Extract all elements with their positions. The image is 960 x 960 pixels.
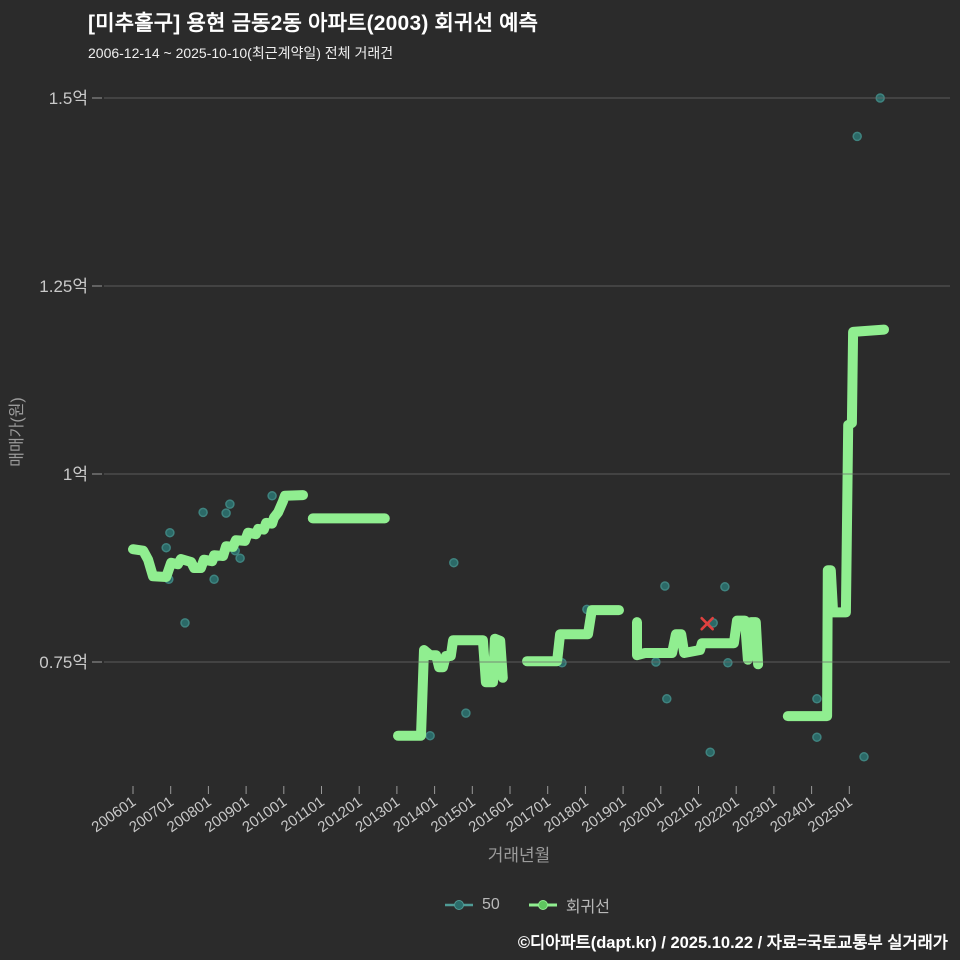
plot-area: 1.5억1.25억1억0.75억200601200701200801200901… bbox=[39, 89, 950, 836]
scatter-dot bbox=[225, 499, 235, 509]
scatter-dot bbox=[180, 618, 190, 628]
scatter-legend-marker bbox=[445, 900, 474, 910]
regression-legend-marker bbox=[528, 900, 557, 910]
regression-line bbox=[522, 605, 624, 667]
y-tick-label: 0.75억 bbox=[39, 653, 88, 672]
y-tick-label: 1.25억 bbox=[39, 277, 88, 296]
scatter-dot bbox=[859, 752, 869, 762]
scatter-dot bbox=[662, 694, 672, 704]
scatter-dot bbox=[161, 542, 171, 553]
regression-line bbox=[393, 633, 508, 741]
scatter-dot bbox=[461, 708, 471, 718]
regression-line bbox=[128, 490, 308, 582]
y-tick-label: 1억 bbox=[63, 465, 88, 484]
scatter-dot bbox=[660, 581, 670, 591]
scatter-dot bbox=[812, 694, 822, 704]
scatter-dot bbox=[812, 732, 822, 742]
legend: 50 회귀선 bbox=[94, 893, 960, 917]
chart-subtitle: 2006-12-14 ~ 2025-10-10(최근계약일) 전체 거래건 bbox=[88, 45, 394, 61]
scatter-dot bbox=[852, 131, 862, 142]
legend-label-regression: 회귀선 bbox=[565, 899, 610, 916]
y-tick-label: 1.5억 bbox=[49, 89, 88, 108]
scatter-dot bbox=[705, 747, 715, 757]
scatter-dot bbox=[449, 557, 459, 568]
scatter-dot bbox=[425, 730, 435, 741]
cancelled-x-icon bbox=[700, 616, 714, 631]
scatter-dot bbox=[723, 658, 733, 668]
scatter-dot bbox=[165, 527, 175, 538]
regression-line bbox=[782, 324, 889, 722]
regression-line bbox=[632, 615, 764, 670]
scatter-dot bbox=[235, 553, 245, 563]
credit-text: ©디아파트(dapt.kr) / 2025.10.22 / 자료=국토교통부 실… bbox=[517, 934, 948, 952]
legend-item-regression[interactable]: 회귀선 bbox=[528, 893, 610, 917]
chart-title: [미추홀구] 용현 금동2동 아파트(2003) 회귀선 예측 bbox=[88, 12, 539, 35]
scatter-dot bbox=[720, 582, 730, 592]
scatter-dot bbox=[198, 507, 208, 518]
scatter-dot bbox=[267, 491, 277, 501]
scatter-dot bbox=[209, 574, 219, 585]
x-axis-title: 거래년월 bbox=[487, 846, 551, 865]
scatter-dot bbox=[221, 508, 231, 518]
legend-item-scatter[interactable]: 50 bbox=[444, 896, 500, 914]
legend-label-scatter: 50 bbox=[482, 896, 500, 913]
